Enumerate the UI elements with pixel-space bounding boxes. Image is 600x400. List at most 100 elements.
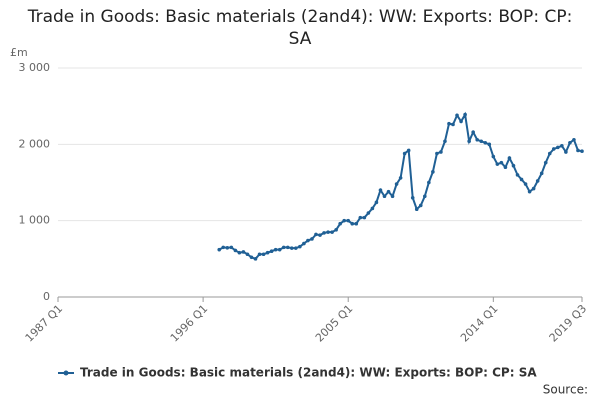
data-point [350,221,355,226]
data-point [414,207,419,212]
data-point [515,173,520,177]
data-point [289,246,294,250]
data-point [531,186,536,191]
data-point [410,195,415,200]
data-point [249,255,254,260]
data-point [507,156,512,160]
data-point [229,245,234,250]
data-point [346,218,351,223]
data-point [580,149,584,154]
data-point [358,215,363,220]
data-point [418,203,423,208]
source: Source: [543,383,588,397]
data-point [362,215,367,220]
x-tick-label: 1987 Q1 [23,302,66,345]
data-point [314,232,318,237]
data-point [455,113,459,118]
data-point [257,252,262,257]
data-point [487,142,492,147]
data-point [423,194,427,199]
data-point [564,150,568,154]
data-point [265,250,270,255]
y-tick-label: 3 000 [19,61,51,74]
data-point [302,241,306,246]
data-point [556,145,560,150]
y-tick-label: 2 000 [19,137,51,150]
data-point [237,250,242,255]
legend-marker [63,370,69,376]
data-point [406,148,411,153]
data-point [503,165,508,170]
data-point [467,139,471,144]
data-point [225,245,230,250]
data-point [471,130,475,134]
data-point [253,257,258,261]
data-point [572,137,576,142]
data-point [285,245,290,250]
data-point [306,238,310,243]
data-point [443,139,447,144]
data-point [310,237,314,241]
data-point [463,112,467,117]
data-point [431,170,435,174]
data-point [338,221,342,226]
data-point [330,230,334,234]
data-point [447,121,451,126]
data-point [281,245,286,250]
data-point [233,248,238,253]
data-point [523,182,528,186]
x-tick-label: 2014 Q1 [458,302,501,345]
series-line [218,111,583,261]
data-point [294,246,298,250]
x-tick-label: 2019 Q3 [547,302,590,345]
chart-title: Trade in Goods: Basic materials (2and4):… [27,7,573,49]
data-point [277,247,282,252]
data-point [543,160,548,165]
data-point [547,151,552,156]
y-tick-label: 1 000 [19,214,51,227]
data-point [382,194,387,199]
y-tick-label: 0 [43,290,50,303]
data-point [560,144,564,148]
data-point [402,151,407,156]
data-point [527,189,532,194]
data-point [451,122,455,127]
data-point [322,231,326,235]
data-point [511,163,516,168]
data-point [342,218,346,223]
data-point [261,252,266,257]
data-point [386,189,391,194]
x-tick-label: 1996 Q1 [168,302,211,345]
data-point [576,148,580,153]
data-point [394,182,399,186]
data-point [475,137,480,142]
data-point [366,211,371,215]
data-point [217,247,222,252]
y-unit: £m [10,46,28,59]
data-point [273,247,278,252]
data-point [427,180,431,185]
data-point [374,200,379,205]
data-point [221,245,226,250]
data-point [479,139,484,144]
data-point [519,177,524,182]
data-point [390,194,395,199]
data-point [495,162,500,166]
data-point [568,141,572,145]
data-point [318,233,322,237]
data-point [370,206,375,211]
data-point [354,221,359,226]
data-point [459,119,463,124]
data-point [378,188,383,192]
data-point [491,154,496,159]
data-point [535,179,540,183]
legend-label: Trade in Goods: Basic materials (2and4):… [80,366,537,380]
data-point [298,244,302,249]
data-point [398,176,403,180]
data-point [539,171,544,176]
data-point [241,250,246,254]
data-point [269,249,274,253]
data-point [245,252,250,257]
